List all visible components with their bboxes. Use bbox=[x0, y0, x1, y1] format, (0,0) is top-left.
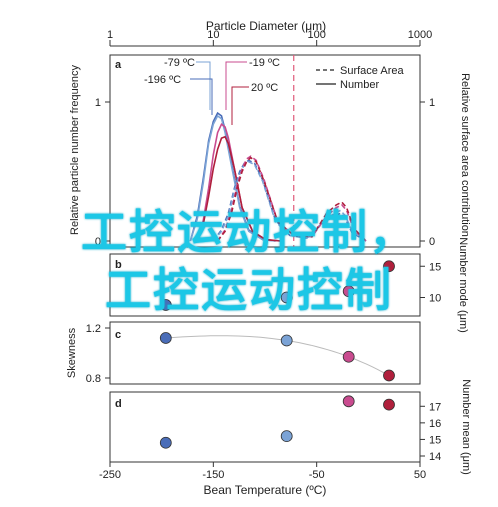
panel-b-points bbox=[159, 260, 395, 311]
panel-a-right-ticks: 01 bbox=[420, 97, 435, 248]
y-tick-label: 14 bbox=[429, 451, 441, 463]
y-tick-label: 10 bbox=[429, 293, 441, 305]
watermark-line-2: 工控运动控制 bbox=[105, 263, 393, 317]
left-tick-label: 0 bbox=[95, 236, 101, 248]
top-tick-label: 1000 bbox=[408, 29, 432, 41]
panel-d-letter: d bbox=[115, 398, 122, 410]
leader-minus79 bbox=[196, 61, 211, 110]
left-tick-label: 1 bbox=[95, 97, 101, 109]
panel-a-left-ylabel: Relative particle number frequency bbox=[69, 65, 81, 235]
data-point bbox=[342, 285, 355, 298]
data-point bbox=[342, 395, 355, 408]
panel-a-series bbox=[189, 55, 367, 247]
legend-number-label: Number bbox=[340, 79, 379, 91]
top-tick-label: 1 bbox=[107, 29, 113, 41]
x-tick-label: -150 bbox=[202, 469, 224, 481]
leader-minus19 bbox=[225, 61, 247, 110]
x-tick-label: -50 bbox=[309, 469, 325, 481]
y-tick-label: 15 bbox=[429, 261, 441, 273]
panel-a-letter: a bbox=[115, 59, 122, 71]
legend: Surface Area Number bbox=[316, 65, 404, 91]
panel-b-ticks: 10 15 bbox=[420, 261, 441, 305]
x-tick-label: 50 bbox=[414, 469, 426, 481]
legend-surface-area-label: Surface Area bbox=[340, 65, 404, 77]
panel-a-left-ticks: 01 bbox=[95, 97, 110, 248]
panel-d-frame bbox=[109, 391, 421, 463]
top-axis-ticks: 1 10 100 1000 bbox=[107, 29, 432, 47]
y-tick-label: 15 bbox=[429, 434, 441, 446]
panel-d-ylabel: Number mean (μm) bbox=[460, 379, 472, 475]
y-tick-label: 17 bbox=[429, 401, 441, 413]
panel-c-ticks: 0.8 1.2 bbox=[86, 323, 110, 385]
panel-b-letter: b bbox=[115, 259, 122, 271]
bottom-axis-label: Bean Temperature (ºC) bbox=[204, 483, 327, 497]
data-point bbox=[280, 430, 293, 443]
series-number-1 bbox=[189, 114, 276, 242]
y-tick-label: 16 bbox=[429, 418, 441, 430]
data-point bbox=[159, 299, 172, 311]
data-point bbox=[159, 436, 172, 449]
data-point bbox=[159, 332, 172, 344]
data-point bbox=[280, 291, 293, 304]
series-surface_area-5 bbox=[212, 160, 367, 242]
data-point bbox=[383, 398, 395, 411]
label-20: 20 ºC bbox=[251, 82, 278, 94]
data-point bbox=[280, 334, 293, 347]
series-number-3 bbox=[196, 135, 281, 242]
series-surface_area-6 bbox=[216, 155, 367, 242]
top-axis-label: Particle Diameter (μm) bbox=[206, 19, 326, 33]
panel-c-frame bbox=[109, 321, 421, 385]
temperature-callouts: -79 ºC -196 ºC -19 ºC 20 ºC bbox=[144, 57, 280, 125]
panel-b-ylabel: Number mode (μm) bbox=[457, 237, 469, 333]
label-minus19: -19 ºC bbox=[249, 57, 280, 69]
data-point bbox=[342, 350, 355, 363]
label-minus196: -196 ºC bbox=[144, 74, 181, 86]
panel-a-frame bbox=[109, 54, 421, 248]
leader-20 bbox=[231, 86, 249, 125]
watermark-line-1: 工控运动控制， bbox=[81, 205, 417, 259]
bottom-axis-ticks: -250 -150 -50 50 bbox=[99, 462, 426, 481]
data-point bbox=[383, 369, 395, 382]
top-tick-label: 100 bbox=[307, 29, 325, 41]
panel-d-points bbox=[159, 395, 395, 449]
leader-minus196 bbox=[190, 78, 213, 115]
panel-b-frame bbox=[109, 253, 421, 317]
panel-c-ylabel: Skewness bbox=[66, 327, 78, 378]
y-tick-label: 1.2 bbox=[86, 323, 101, 335]
panel-c-points bbox=[159, 332, 395, 382]
panel-d-ticks: 14 15 16 17 bbox=[420, 401, 441, 463]
right-tick-label: 0 bbox=[429, 236, 435, 248]
panel-a-right-ylabel: Relative surface area contribution bbox=[459, 73, 471, 237]
label-minus79: -79 ºC bbox=[164, 57, 195, 69]
panel-c-trend-line bbox=[165, 335, 390, 376]
data-point bbox=[383, 260, 395, 273]
right-tick-label: 1 bbox=[429, 97, 435, 109]
x-tick-label: -250 bbox=[99, 469, 121, 481]
top-tick-label: 10 bbox=[207, 29, 219, 41]
panel-c-letter: c bbox=[115, 329, 121, 341]
y-tick-label: 0.8 bbox=[86, 373, 101, 385]
series-surface_area-7 bbox=[216, 156, 367, 242]
